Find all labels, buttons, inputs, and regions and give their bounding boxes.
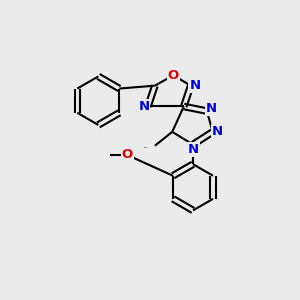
Text: N: N	[189, 79, 200, 92]
Text: O: O	[122, 148, 133, 161]
Text: N: N	[188, 143, 199, 156]
Text: N: N	[212, 125, 223, 138]
Text: methyl: methyl	[144, 146, 148, 148]
Text: N: N	[206, 102, 217, 115]
Text: O: O	[168, 69, 179, 82]
Text: N: N	[138, 100, 149, 113]
